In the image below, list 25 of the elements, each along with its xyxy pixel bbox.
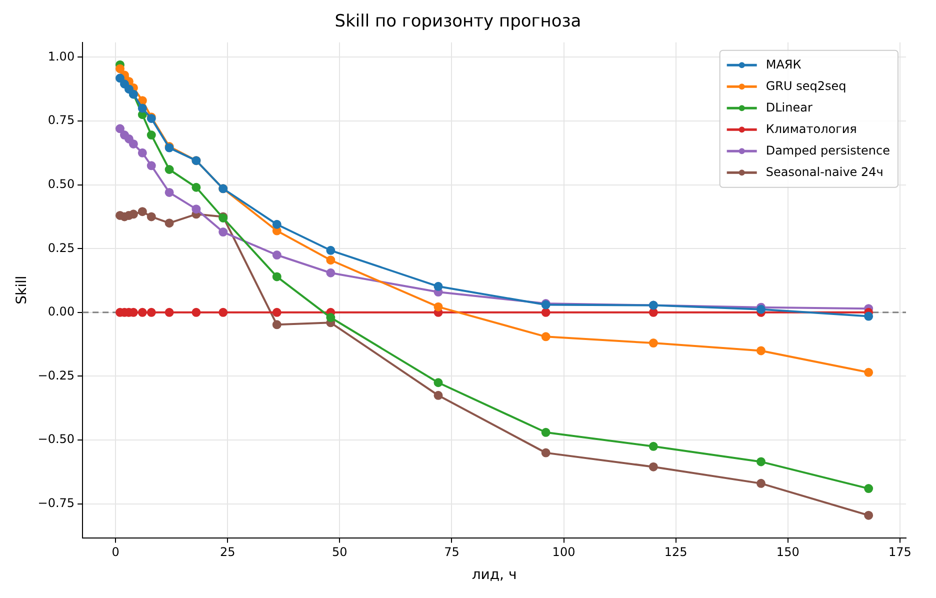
y-tick-label: 1.00: [48, 49, 75, 64]
y-tick-label: 0.00: [48, 304, 75, 319]
x-tick-label: 25: [220, 545, 236, 560]
legend-label: Климатология: [766, 122, 857, 136]
x-tick-label: 100: [552, 545, 576, 560]
y-tick-label: −0.25: [38, 368, 75, 382]
legend-label: МАЯК: [766, 57, 802, 72]
x-tick-label: 175: [888, 545, 912, 560]
y-tick-label: 0.75: [48, 113, 75, 128]
y-tick-label: 0.25: [48, 240, 75, 255]
legend-label: GRU seq2seq: [766, 78, 846, 93]
x-tick-label: 125: [664, 545, 688, 560]
x-tick-label: 50: [332, 545, 348, 560]
chart-title: Skill по горизонту прогноза: [334, 12, 582, 32]
y-tick-label: −0.75: [38, 496, 75, 510]
y-tick-label: −0.50: [38, 432, 75, 446]
x-tick-label: 0: [112, 545, 120, 560]
legend-label: Damped persistence: [766, 143, 890, 158]
y-axis-title: Skill: [14, 276, 30, 304]
y-tick-label: 0.50: [48, 176, 75, 191]
legend-label: Seasonal-naive 24ч: [766, 164, 884, 179]
x-tick-label: 150: [776, 545, 800, 560]
x-axis-title: лид, ч: [472, 567, 517, 584]
x-tick-label: 75: [444, 545, 460, 560]
legend-label: DLinear: [766, 100, 812, 114]
